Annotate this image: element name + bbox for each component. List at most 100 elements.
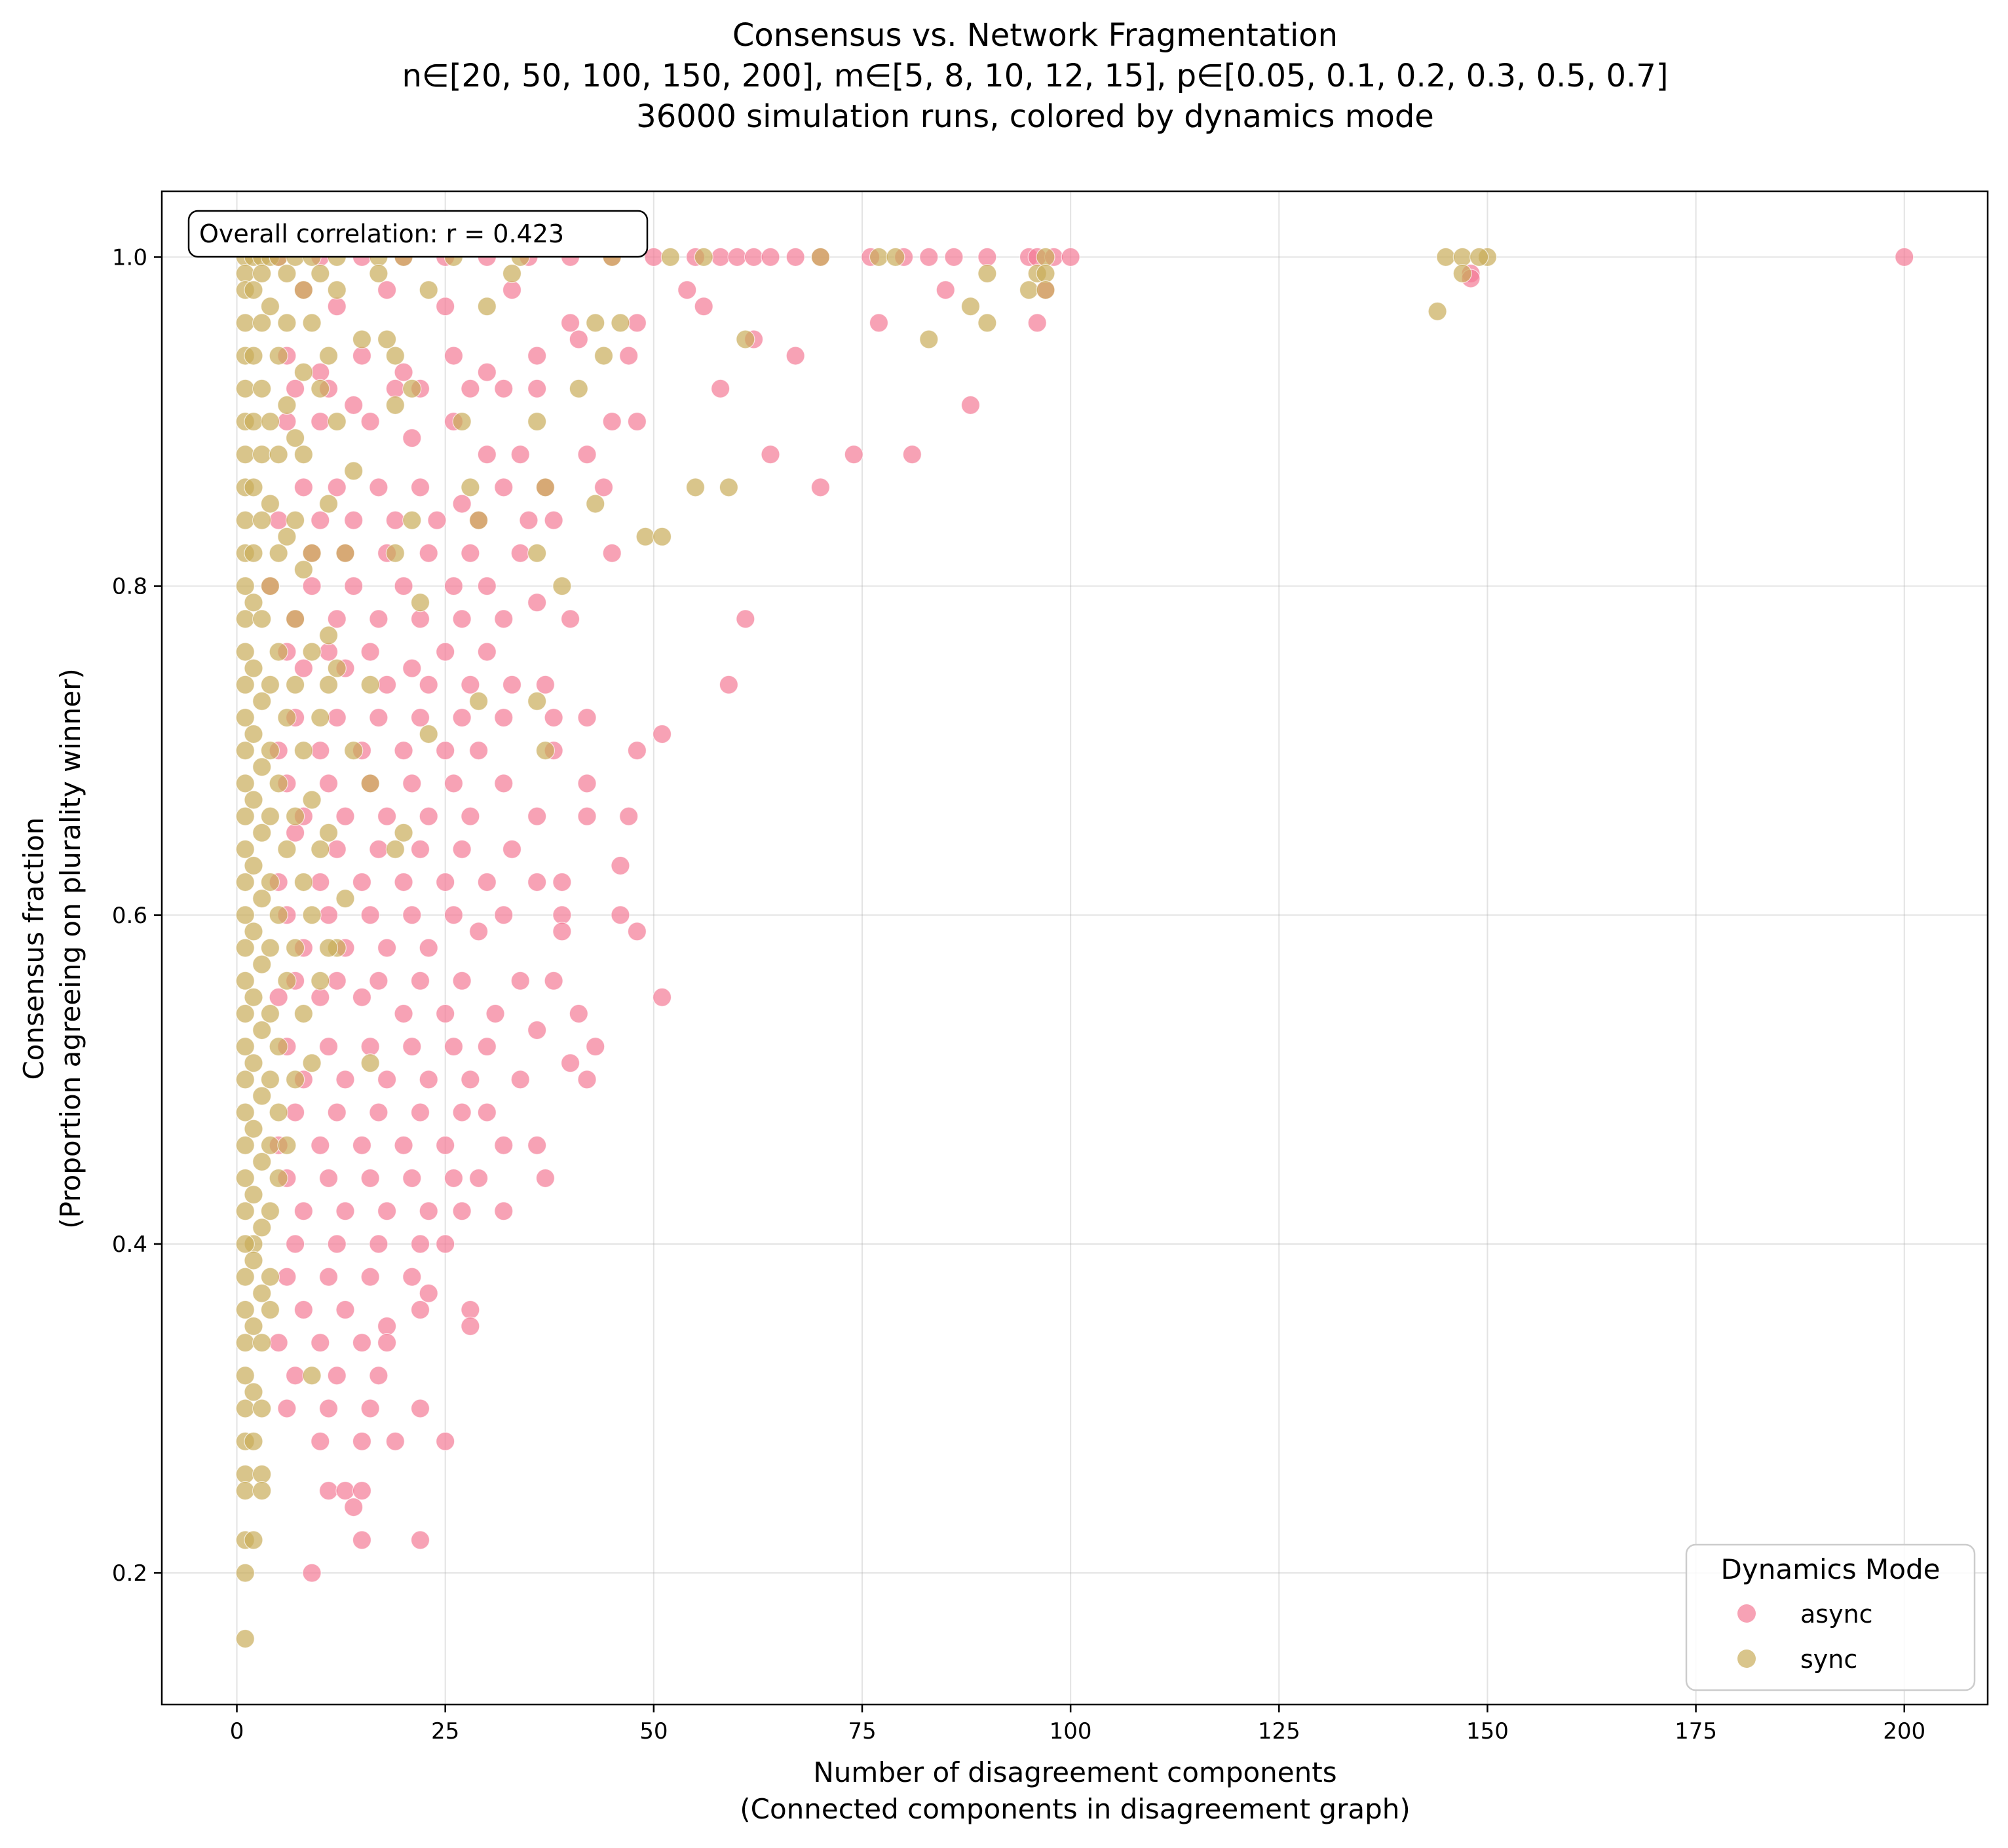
data-point-sync [244, 593, 263, 613]
data-point-async [335, 1300, 355, 1319]
data-point-async [577, 774, 597, 793]
data-point-sync [252, 263, 272, 284]
data-point-sync [252, 445, 272, 464]
data-point-sync [302, 642, 322, 662]
data-point-async [468, 922, 489, 941]
data-point-sync [594, 346, 614, 366]
data-point-async [519, 510, 539, 530]
data-point-async [494, 379, 514, 398]
data-point-async [377, 1333, 397, 1353]
data-point-async [410, 1234, 430, 1254]
data-point-async [410, 707, 430, 728]
data-point-async [444, 1037, 464, 1057]
data-point-async [452, 707, 472, 728]
data-point-sync [886, 247, 905, 267]
data-point-async [360, 1267, 380, 1287]
data-point-async [402, 905, 422, 925]
data-point-async [419, 1070, 438, 1089]
data-point-sync [1036, 247, 1055, 267]
data-point-async [461, 543, 480, 563]
data-point-sync [260, 411, 280, 432]
data-point-sync [260, 1004, 280, 1024]
data-point-async [410, 1530, 430, 1550]
data-point-sync [502, 263, 522, 284]
data-point-async [436, 741, 455, 761]
legend-box [1685, 1543, 1976, 1691]
data-point-sync [235, 1103, 255, 1122]
data-point-async [410, 1103, 430, 1122]
data-point-sync [244, 790, 263, 810]
data-point-async [577, 445, 597, 464]
data-point-sync [235, 313, 255, 333]
data-point-sync [260, 297, 280, 316]
data-point-async [394, 362, 413, 382]
data-point-sync [535, 741, 555, 761]
data-point-sync [235, 1480, 255, 1501]
data-point-async [786, 346, 805, 366]
data-point-sync [252, 1464, 272, 1484]
data-point-async [352, 346, 372, 366]
data-point-sync [244, 724, 263, 744]
data-point-sync [410, 593, 430, 613]
data-point-sync [252, 1283, 272, 1303]
data-point-sync [586, 313, 605, 333]
data-point-async [344, 1498, 364, 1517]
data-point-async [311, 872, 330, 892]
data-point-async [369, 1103, 388, 1122]
data-point-async [919, 247, 939, 267]
data-point-async [627, 411, 647, 432]
data-point-sync [252, 510, 272, 530]
data-point-sync [344, 461, 364, 481]
data-point-async [286, 379, 305, 398]
data-point-async [327, 609, 347, 629]
annotation-text: Overall correlation: r = 0.423 [199, 219, 564, 248]
data-point-async [560, 609, 580, 629]
data-point-sync [318, 494, 339, 514]
data-point-async [761, 445, 780, 464]
data-point-async [586, 1037, 605, 1057]
data-point-async [461, 1300, 480, 1319]
legend-marker-sync [1737, 1650, 1756, 1668]
data-point-async [544, 510, 563, 530]
data-point-async [611, 905, 630, 925]
data-point-async [569, 330, 588, 349]
data-point-sync [527, 691, 547, 711]
data-point-async [311, 411, 330, 432]
data-point-async [452, 1103, 472, 1122]
data-point-sync [269, 1037, 288, 1057]
data-point-sync [260, 1267, 280, 1287]
y-tick-label: 0.8 [112, 574, 147, 600]
data-point-async [410, 478, 430, 497]
data-point-async [344, 510, 364, 530]
data-point-sync [244, 280, 263, 300]
data-point-sync [286, 510, 305, 530]
data-point-async [327, 1234, 347, 1254]
data-point-async [436, 297, 455, 316]
x-tick-label: 175 [1675, 1718, 1717, 1744]
data-point-sync [311, 839, 330, 859]
x-tick-label: 75 [848, 1718, 876, 1744]
data-point-async [419, 1283, 438, 1303]
data-point-async [369, 1234, 388, 1254]
data-point-sync [277, 839, 297, 859]
data-point-sync [294, 872, 313, 892]
data-point-async [485, 1004, 505, 1024]
data-point-sync [286, 609, 305, 629]
data-point-async [402, 1037, 422, 1057]
data-point-async [410, 1399, 430, 1418]
data-point-async [352, 1333, 372, 1353]
data-point-async [452, 494, 472, 514]
data-point-async [869, 313, 889, 333]
data-point-sync [269, 445, 288, 464]
data-point-sync [244, 922, 263, 941]
data-point-sync [235, 1135, 255, 1155]
data-point-async [402, 428, 422, 448]
data-point-sync [252, 1399, 272, 1418]
data-point-async [277, 1267, 297, 1287]
data-point-async [960, 395, 981, 415]
data-point-async [1027, 313, 1047, 333]
data-point-async [286, 823, 305, 842]
data-point-async [436, 1234, 455, 1254]
data-point-async [269, 1333, 288, 1353]
data-point-sync [235, 1464, 255, 1484]
